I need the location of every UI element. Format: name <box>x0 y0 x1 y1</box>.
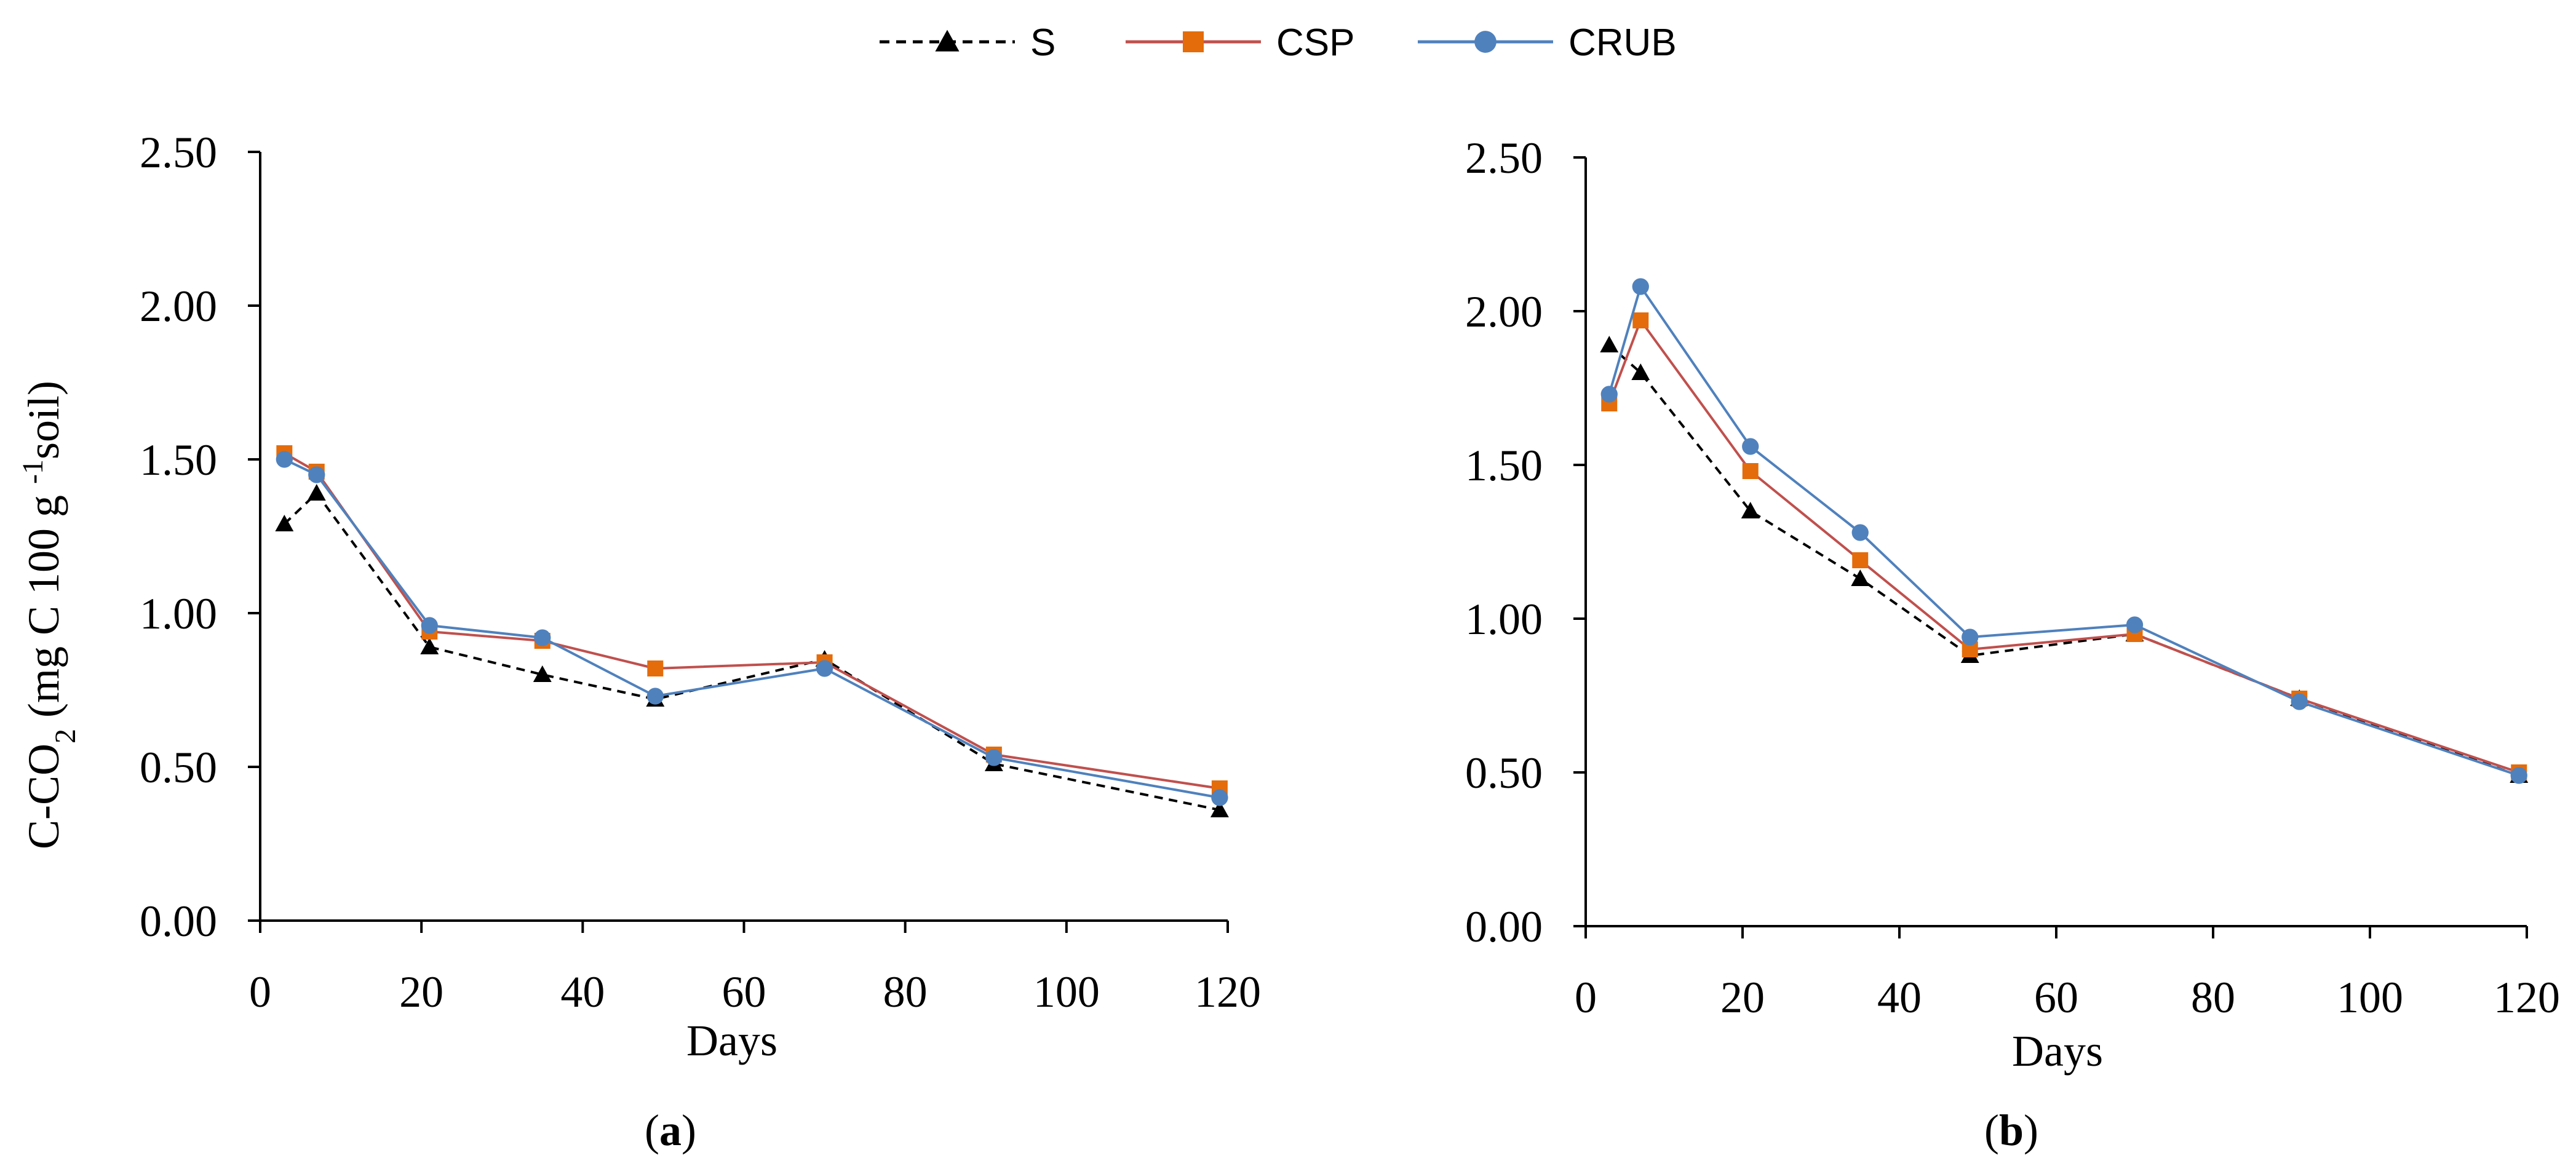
x-tick-label: 20 <box>1720 973 1765 1022</box>
x-tick-label: 40 <box>1877 973 1922 1022</box>
panel-label-b: (b) <box>1984 1106 2038 1155</box>
data-point <box>1211 789 1228 806</box>
series-line <box>1608 285 2519 777</box>
legend-label: S <box>1030 22 1055 64</box>
y-tick-label: 0.00 <box>1465 902 1543 951</box>
y-tick-label: 2.00 <box>1465 287 1543 336</box>
panel-a: 0.000.501.001.502.002.500 20 40 60 80 100 120 … <box>17 128 1262 1155</box>
x-tick-label: 120 <box>2494 973 2560 1022</box>
panel-label-a: (a) <box>645 1106 696 1155</box>
x-tick-label: 80 <box>2191 973 2235 1022</box>
y-tick-label: 1.50 <box>140 435 217 485</box>
x-tick-label: 20 <box>399 967 443 1017</box>
data-point <box>2126 616 2144 633</box>
data-point <box>1741 502 1760 518</box>
panel-b: 0.000.501.001.502.002.500 20 40 60 80 100 120 … <box>1465 133 2560 1155</box>
data-point <box>275 515 294 531</box>
series-line <box>283 492 1220 811</box>
series-crub <box>1600 278 2527 784</box>
data-point <box>1852 552 1869 568</box>
legend-marker <box>1474 31 1497 53</box>
y-tick-label: 2.50 <box>1465 133 1543 183</box>
series-line <box>1608 344 2519 777</box>
data-point <box>2510 767 2527 784</box>
data-point <box>308 466 325 483</box>
data-point <box>1632 278 1649 295</box>
data-point <box>985 749 1003 766</box>
legend-item-csp: CSP <box>1126 22 1354 64</box>
data-point <box>2291 693 2308 710</box>
data-point <box>1962 629 1979 646</box>
legend-item-s: S <box>880 22 1055 64</box>
series-crub <box>276 451 1228 806</box>
legend-label: CSP <box>1276 22 1354 64</box>
legend-marker <box>1183 31 1204 52</box>
legend-label: CRUB <box>1568 22 1677 64</box>
y-tick-label: 1.00 <box>140 589 217 638</box>
data-point <box>276 451 293 468</box>
data-point <box>1600 336 1619 352</box>
data-point <box>534 629 551 646</box>
data-point <box>307 484 326 501</box>
x-tick-label: 60 <box>722 967 766 1017</box>
data-point <box>420 638 439 654</box>
legend: S CSP CRUB <box>880 22 1677 64</box>
x-tick-label: 120 <box>1195 967 1261 1017</box>
y-tick-label: 0.50 <box>1465 748 1543 798</box>
x-axis-label: Days <box>2012 1026 2103 1076</box>
y-tick-label: 1.50 <box>1465 441 1543 490</box>
legend-marker <box>935 30 960 52</box>
x-tick-label: 100 <box>1033 967 1100 1017</box>
y-tick-label: 2.00 <box>140 282 217 331</box>
data-point <box>1632 312 1649 328</box>
x-tick-label: 0 <box>1575 973 1597 1022</box>
y-tick-label: 0.50 <box>140 743 217 792</box>
x-tick-label: 60 <box>2034 973 2078 1022</box>
data-point <box>1742 463 1759 479</box>
data-point <box>1851 569 1870 586</box>
y-axis-label: C-CO2 (mg C 100 g -1soil) <box>17 381 82 849</box>
series-line <box>284 458 1220 799</box>
y-tick-label: 0.00 <box>140 897 217 946</box>
x-tick-label: 0 <box>249 967 271 1017</box>
data-point <box>646 688 664 705</box>
x-axis-label: Days <box>686 1016 777 1065</box>
data-point <box>816 660 833 677</box>
x-tick-label: 40 <box>560 967 605 1017</box>
data-point <box>1210 801 1229 817</box>
data-point <box>1631 363 1650 380</box>
data-point <box>647 660 664 676</box>
data-point <box>421 617 438 634</box>
data-point <box>1742 438 1759 455</box>
x-tick-label: 80 <box>883 967 928 1017</box>
y-tick-label: 1.00 <box>1465 595 1543 644</box>
data-point <box>1851 524 1869 541</box>
data-point <box>533 665 552 682</box>
y-tick-label: 2.50 <box>140 128 217 177</box>
legend-item-crub: CRUB <box>1418 22 1677 64</box>
data-point <box>1600 386 1618 403</box>
x-tick-label: 100 <box>2337 973 2403 1022</box>
